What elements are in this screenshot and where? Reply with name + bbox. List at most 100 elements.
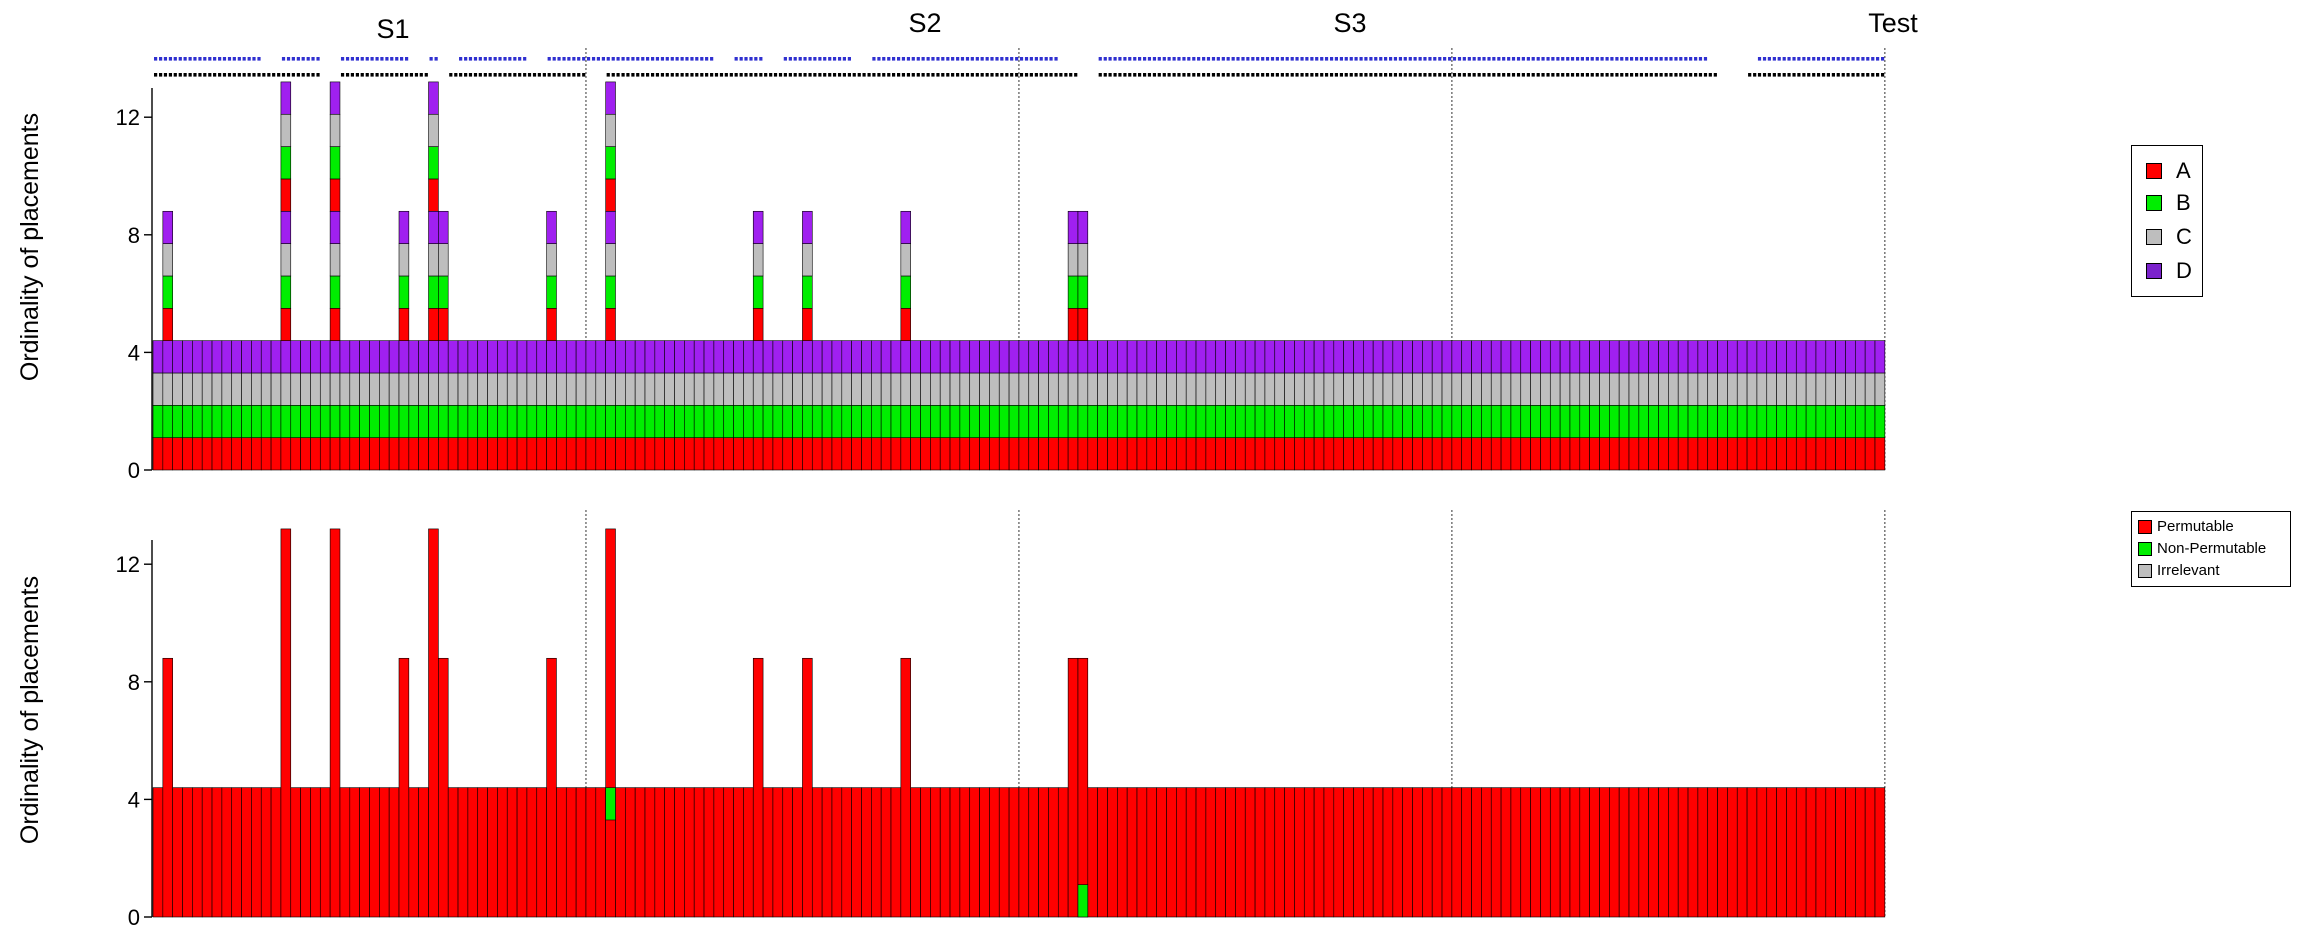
session-dot-black [892,73,896,77]
bar-permutable [1864,787,1876,918]
session-dot-black [1802,73,1806,77]
bar-segment-a [1510,437,1522,471]
session-dot-black [1423,73,1427,77]
legend-item-non-permutable: Non-Permutable [2138,540,2266,557]
session-dot-black [178,73,182,77]
session-dot-black [818,73,822,77]
session-dot-blue [1526,57,1530,61]
session-dot-black [203,73,207,77]
session-dot-black [897,73,901,77]
bar-segment-a [1825,437,1836,471]
bar-segment-b [1225,405,1236,438]
bar-segment-c [752,372,764,406]
session-dot-blue [1610,57,1614,61]
session-dot-black [1482,73,1486,77]
legend-swatch-c [2146,229,2162,245]
bar-segment-b [251,405,262,438]
bar-permutable [1008,787,1020,918]
session-dot-black [454,73,458,77]
session-dot-blue [242,57,246,61]
session-dot-blue [660,57,665,61]
bar-permutable [841,787,852,918]
session-dot-blue [1010,57,1014,61]
bar-segment-d [1107,340,1118,374]
bar-segment-a [280,437,292,471]
bar-segment-c [241,372,252,406]
bar-segment-a [477,437,488,471]
session-dot-blue [1177,57,1181,61]
bar-segment-b [1549,405,1561,438]
bar-segment-c [634,372,646,406]
session-dot-blue [355,57,359,61]
bar-segment-a [300,437,311,471]
session-dot-black [1059,73,1063,77]
bar-non-permutable [1077,884,1089,918]
bar-permutable [1363,787,1374,918]
bar-segment-c [221,372,233,406]
bar-segment-a [575,437,587,471]
session-dot-blue [1433,57,1437,61]
bar-permutable [388,787,400,918]
bar-segment-c [693,372,705,406]
legend-swatch-irrelevant [2138,563,2152,578]
bar-segment-c [1392,372,1403,406]
session-dot-blue [473,57,478,61]
bar-segment-c [1441,372,1453,406]
session-dot-black [1389,73,1393,77]
bar-permutable [1402,787,1413,918]
session-dot-black [1211,73,1216,77]
bar-segment-c [428,243,439,277]
session-dot-black [262,73,266,77]
bar-segment-c [1215,372,1226,406]
bar-segment-a [1126,437,1138,471]
bar-segment-b [1392,405,1403,438]
bar-segment-d [733,340,744,374]
session-dot-black [705,73,709,77]
bar-permutable [1235,787,1246,918]
session-dot-blue [1836,57,1840,61]
session-dot-blue [1354,57,1358,61]
session-dot-blue [1251,57,1255,61]
bar-segment-a [467,437,479,471]
bar-segment-c [526,372,538,406]
bar-segment-d [280,210,292,244]
bar-segment-b [900,405,911,438]
bar-permutable [221,787,233,918]
bar-segment-b [516,405,528,438]
session-dot-blue [1275,57,1279,61]
y-tick-label: 0 [128,458,140,483]
bar-segment-d [1481,340,1492,374]
bar-segment-c [959,372,971,406]
bar-segment-c [880,372,892,406]
bar-permutable [516,787,528,918]
bar-segment-d [1677,340,1689,374]
bar-segment-c [457,372,469,406]
top-y-axis-label: Ordinality of placements [16,113,44,381]
bar-permutable [526,787,538,918]
session-dot-blue [340,57,345,61]
bar-segment-c [1815,372,1827,406]
session-dot-black [1074,73,1078,77]
bar-segment-d [506,340,518,374]
session-dot-black [651,73,655,77]
bar-segment-b [506,405,518,438]
bar-permutable [231,787,242,918]
session-dot-black [1044,73,1048,77]
bar-segment-d [1343,340,1354,374]
session-dot-black [1226,73,1230,77]
session-dot-blue [596,57,600,61]
session-dot-black [1674,73,1678,77]
bar-segment-d [1618,340,1630,374]
bar-segment-c [772,372,784,406]
y-tick-label: 12 [116,105,140,130]
session-dot-blue [1881,57,1885,61]
bar-permutable [880,787,892,918]
legend-bottom: Permutable Non-Permutable Irrelevant [2131,511,2291,587]
bar-segment-a [1579,437,1590,471]
bar-segment-a [388,437,400,471]
bar-segment-a [221,437,233,471]
bar-permutable [1530,787,1541,918]
bar-segment-a [1028,437,1039,471]
session-dot-black [395,73,399,77]
